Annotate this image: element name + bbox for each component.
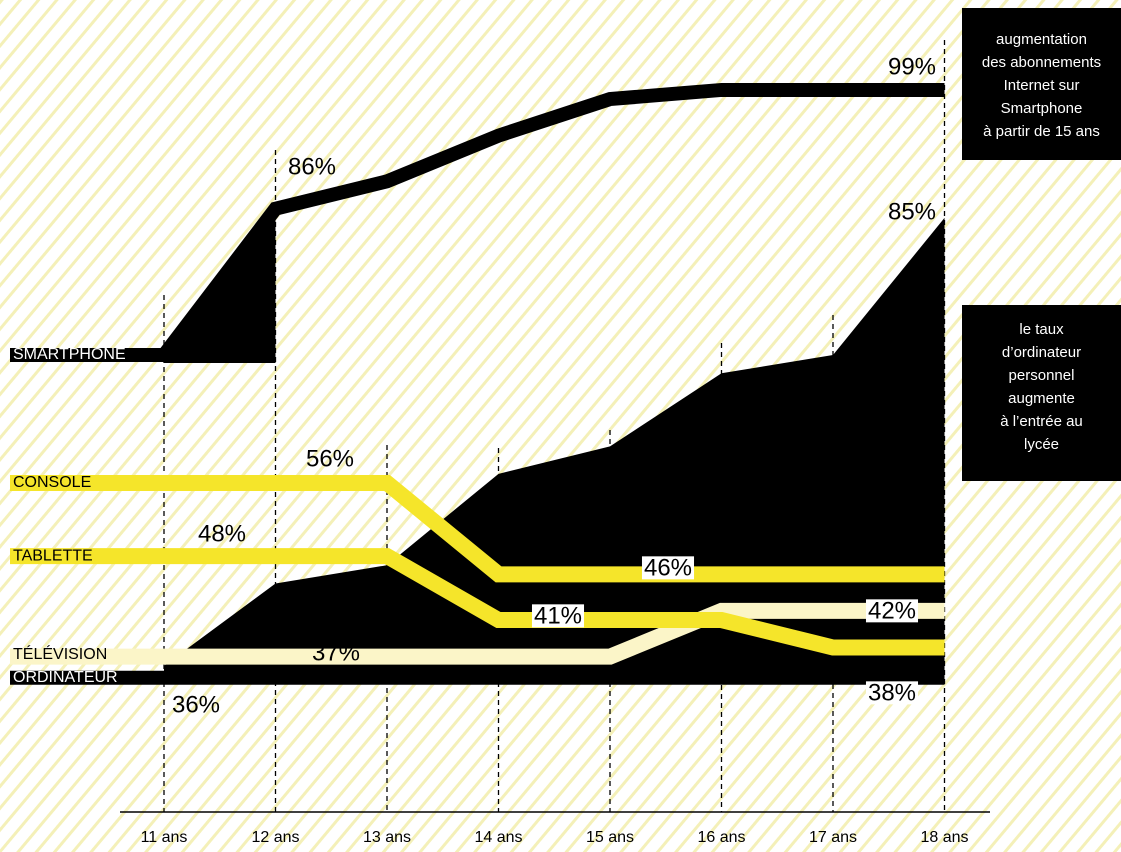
series-name: TABLETTE — [13, 547, 93, 564]
x-tick-label: 13 ans — [363, 829, 411, 846]
data-label: 85% — [888, 198, 936, 225]
series-name: ORDINATEUR — [13, 669, 118, 686]
series-name: TÉLÉVISION — [13, 644, 107, 663]
annotation-line: d’ordinateur — [1002, 344, 1081, 361]
area — [164, 217, 945, 678]
x-tick-label: 18 ans — [920, 829, 968, 846]
x-tick-label: 16 ans — [697, 829, 745, 846]
data-label: 70% — [811, 375, 859, 402]
annotation-line: augmentation — [996, 31, 1087, 48]
data-label: 56% — [306, 445, 354, 472]
series-name: SMARTPHONE — [13, 346, 126, 363]
annotation-line: à l’entrée au — [1000, 413, 1083, 430]
data-label: 99% — [888, 53, 936, 80]
data-label-bg — [641, 556, 695, 580]
x-tick-label: 17 ans — [809, 829, 857, 846]
data-label: 70% — [194, 337, 242, 364]
data-label-bg — [865, 599, 919, 623]
data-label-bg — [865, 681, 919, 705]
annotation-line: Smartphone — [1001, 100, 1083, 117]
series-line — [10, 548, 945, 656]
x-tick-label: 14 ans — [474, 829, 522, 846]
data-label: 38% — [868, 679, 916, 706]
data-label: 46% — [644, 554, 692, 581]
x-tick-label: 11 ans — [141, 829, 188, 846]
series-line — [10, 474, 945, 583]
annotation-line: le taux — [1019, 321, 1064, 338]
data-label-bg — [531, 604, 585, 628]
annotation-box — [962, 8, 1121, 160]
x-tick-label: 15 ans — [586, 829, 634, 846]
annotation-line: à partir de 15 ans — [983, 123, 1100, 140]
data-label: 42% — [868, 597, 916, 624]
series-name: CONSOLE — [13, 474, 91, 491]
annotation-line: Internet sur — [1004, 77, 1080, 94]
annotation-line: augmente — [1008, 390, 1075, 407]
data-label: 60% — [586, 467, 634, 494]
data-label: 86% — [288, 153, 336, 180]
annotation-line: des abonnements — [982, 54, 1101, 71]
series-line — [10, 602, 945, 665]
annotation-box — [962, 305, 1121, 481]
data-label: 48% — [198, 520, 246, 547]
data-label: 41% — [534, 602, 582, 629]
series-line — [10, 82, 945, 362]
data-label: 37% — [312, 639, 360, 666]
x-tick-label: 12 ans — [251, 829, 299, 846]
annotation-line: lycée — [1024, 436, 1059, 453]
annotation-line: personnel — [1009, 367, 1075, 384]
data-label: 36% — [172, 691, 220, 718]
